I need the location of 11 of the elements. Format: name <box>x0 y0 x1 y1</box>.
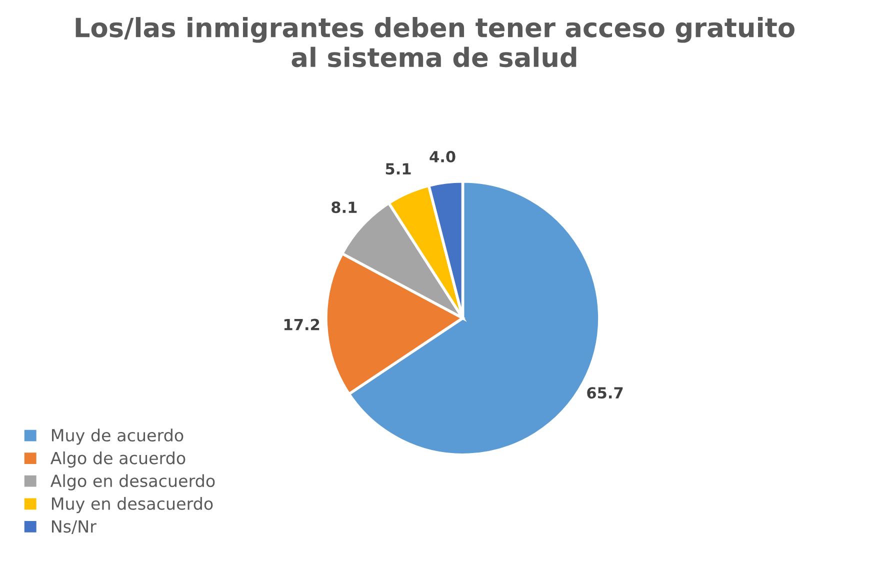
legend-label: Algo de acuerdo <box>50 451 186 468</box>
data-label: 17.2 <box>284 318 320 330</box>
legend-label: Ns/Nr <box>52 520 96 534</box>
chart-title: Los/las inmigrantes deben tener acceso gratuito al sistema de salud <box>76 17 794 68</box>
data-label: 65.7 <box>587 387 623 399</box>
legend-label: Algo en desacuerdo <box>50 474 215 490</box>
legend-label: Muy en desacuerdo <box>52 497 213 514</box>
data-label: 5.1 <box>386 163 411 175</box>
data-label: 4.0 <box>430 150 456 162</box>
legend-label: Muy de acuerdo <box>52 428 184 445</box>
data-label: 8.1 <box>332 202 357 214</box>
